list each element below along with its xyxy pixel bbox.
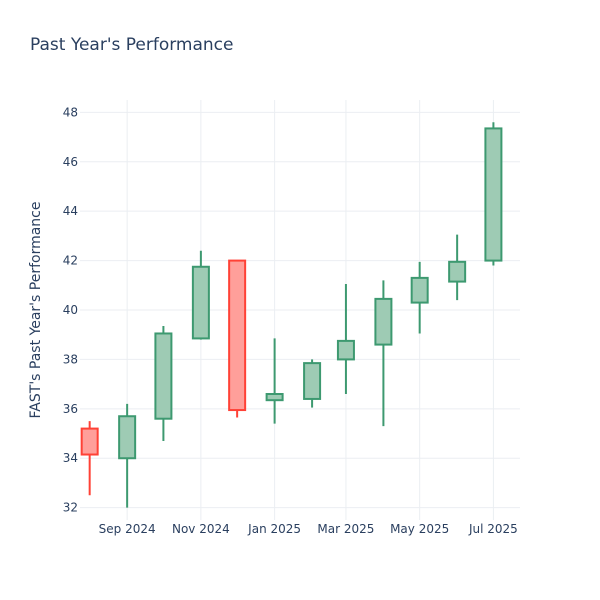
candle-increasing xyxy=(265,338,284,424)
y-tick-label: 42 xyxy=(63,254,78,268)
candle-body xyxy=(80,427,99,456)
candle-body xyxy=(191,265,210,340)
candle-body xyxy=(484,127,503,262)
candle-body xyxy=(410,276,429,304)
candle-increasing xyxy=(374,280,393,427)
y-tick-label: 36 xyxy=(63,402,78,416)
x-tick-label: Jan 2025 xyxy=(247,522,301,536)
x-tick-label: Nov 2024 xyxy=(172,522,230,536)
y-tick-label: 48 xyxy=(63,105,78,119)
y-tick-label: 38 xyxy=(63,352,78,366)
chart-title: Past Year's Performance xyxy=(30,35,234,55)
candle-body xyxy=(228,259,247,412)
candles xyxy=(80,122,503,508)
x-tick-label: Jul 2025 xyxy=(468,522,518,536)
y-tick-label: 40 xyxy=(63,303,78,317)
x-tick-label: Sep 2024 xyxy=(99,522,156,536)
y-axis-ticks: 32 34 36 38 40 42 44 46 48 xyxy=(63,105,78,514)
candle-body xyxy=(336,339,355,361)
grid xyxy=(80,100,520,520)
candle-body xyxy=(154,332,173,420)
candle-body xyxy=(303,362,322,400)
candle-increasing xyxy=(448,234,467,301)
x-tick-label: Mar 2025 xyxy=(317,522,374,536)
candle-body xyxy=(374,297,393,346)
candle-increasing xyxy=(303,359,322,408)
candle-increasing xyxy=(191,250,210,340)
y-tick-label: 34 xyxy=(63,451,78,465)
candle-decreasing xyxy=(80,421,99,496)
candle-body xyxy=(265,393,284,402)
candle-increasing xyxy=(336,284,355,394)
candle-body xyxy=(448,260,467,283)
candle-decreasing xyxy=(228,259,247,418)
x-axis-ticks: Sep 2024 Nov 2024 Jan 2025 Mar 2025 May 2025… xyxy=(99,522,518,536)
candle-body xyxy=(118,415,137,460)
y-tick-label: 46 xyxy=(63,155,78,169)
candle-increasing xyxy=(118,403,137,508)
candle-increasing xyxy=(484,122,503,266)
y-axis-label: FAST's Past Year's Performance xyxy=(28,202,44,419)
candle-increasing xyxy=(154,326,173,441)
x-tick-label: May 2025 xyxy=(390,522,449,536)
y-tick-label: 44 xyxy=(63,204,78,218)
y-tick-label: 32 xyxy=(63,501,78,515)
candle-increasing xyxy=(410,261,429,334)
